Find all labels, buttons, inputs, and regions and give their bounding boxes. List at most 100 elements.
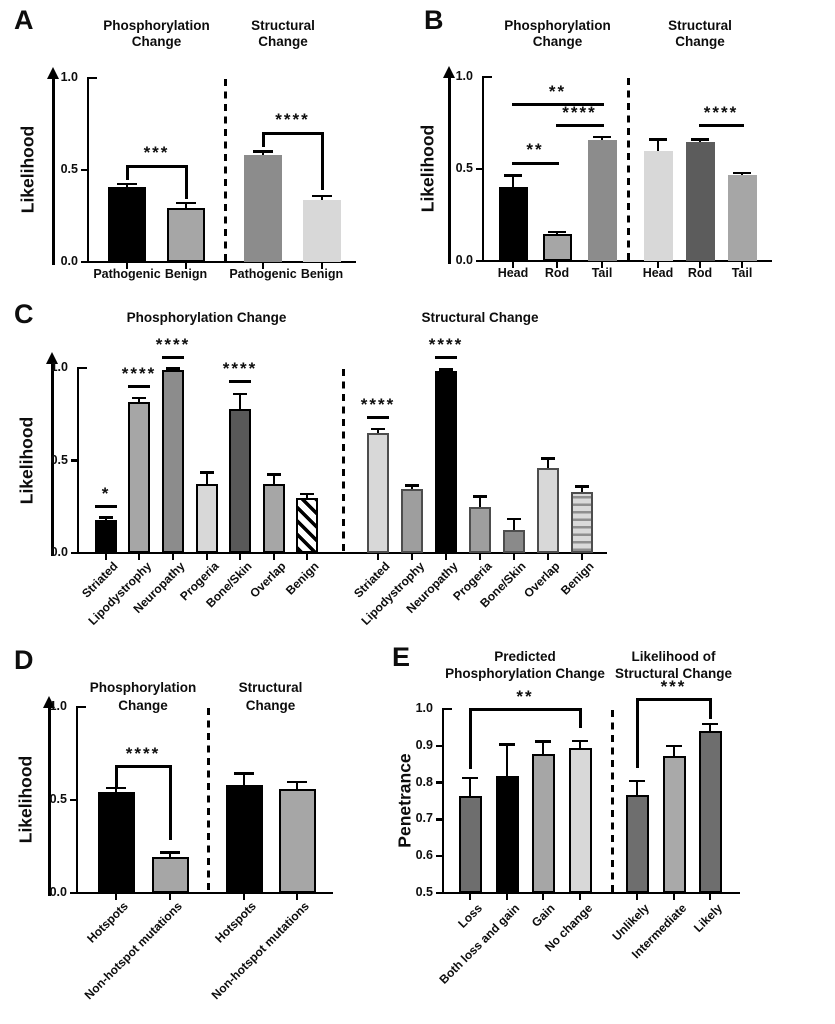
error-bar-cap	[462, 776, 478, 780]
x-tick	[295, 894, 299, 900]
error-bar-stem	[708, 724, 712, 733]
error-bar-stem	[261, 151, 265, 158]
bar-hotspots	[225, 785, 263, 893]
bar-benign	[571, 491, 593, 553]
group-title: Predicted	[494, 649, 556, 664]
bar-neuropathy	[435, 370, 457, 553]
significance-underline	[128, 385, 150, 388]
y-tick-label: 0.9	[415, 737, 433, 752]
y-axis-top-cap	[483, 75, 492, 79]
error-bar-stem	[376, 429, 380, 435]
bar-no-change	[568, 747, 592, 893]
error-bar-cap	[649, 138, 667, 141]
y-axis-arrow-stem	[47, 704, 51, 896]
y-tick-label: 1.0	[415, 701, 433, 715]
error-bar-cap	[666, 744, 682, 748]
x-label-head: Head	[497, 266, 529, 280]
x-tick	[672, 894, 676, 900]
error-bar-stem	[511, 175, 515, 190]
y-tick	[80, 260, 87, 264]
y-axis-top-cap	[443, 707, 452, 711]
x-label-hotspots: Hotspots	[84, 899, 131, 946]
x-tick	[505, 894, 509, 900]
y-tick-label: 1.0	[50, 360, 68, 374]
error-bar-cap	[312, 194, 332, 197]
significance-stars: ***	[660, 676, 687, 696]
x-axis-baseline	[481, 259, 772, 263]
x-label-gain: Gain	[529, 901, 558, 930]
x-tick	[512, 554, 516, 560]
error-bar-cap	[160, 851, 180, 854]
y-tick-label: 0.0	[455, 253, 473, 267]
significance-bar	[555, 124, 604, 128]
x-tick	[205, 554, 209, 560]
error-bar-stem	[580, 486, 584, 494]
error-bar-stem	[238, 393, 242, 411]
error-bar-cap	[233, 392, 247, 396]
error-bar-cap	[541, 457, 555, 460]
significance-underline	[162, 356, 184, 360]
bar-head	[643, 150, 673, 261]
error-bar-cap	[691, 138, 709, 141]
error-bar-stem	[114, 787, 118, 794]
error-bar-stem	[104, 517, 108, 522]
significance-bar	[468, 708, 582, 712]
error-bar-cap	[733, 171, 751, 175]
significance-stars: ****	[428, 334, 464, 354]
bar-progeria	[196, 483, 218, 553]
x-tick	[305, 554, 309, 560]
error-bar-stem	[168, 852, 172, 859]
error-bar-stem	[541, 741, 545, 757]
x-tick	[444, 554, 448, 560]
bar-non-hotspot-mutations	[278, 788, 316, 893]
error-bar-stem	[546, 458, 550, 470]
x-label-benign: Benign	[283, 559, 322, 598]
significance-leg-left	[114, 766, 118, 790]
error-bar-cap	[507, 517, 521, 521]
error-bar-stem	[272, 474, 276, 486]
significance-stars: ****	[275, 110, 310, 130]
significance-underline	[229, 380, 251, 384]
y-tick-label: 1.0	[49, 699, 67, 713]
bar-lipodystrophy	[401, 489, 423, 553]
bar-overlap	[263, 483, 285, 553]
x-tick	[104, 554, 108, 560]
group-title: Change	[532, 34, 583, 49]
bar-neuropathy	[162, 369, 184, 553]
x-tick	[168, 894, 172, 900]
significance-stars: **	[526, 140, 544, 160]
error-bar-cap	[575, 485, 589, 488]
bar-rod	[542, 234, 572, 261]
y-tick	[475, 259, 482, 263]
panel-label-A: A	[14, 5, 34, 35]
significance-bar	[635, 698, 712, 702]
y-axis-arrow-head	[46, 67, 59, 79]
error-bar-cap	[117, 182, 137, 186]
error-bar-stem	[137, 398, 141, 405]
significance-leg-left	[635, 699, 639, 768]
x-axis-baseline	[75, 891, 333, 895]
bar-tail	[587, 140, 617, 261]
x-tick	[184, 263, 188, 269]
error-bar-cap	[234, 772, 254, 775]
significance-stars: ****	[155, 334, 191, 354]
error-bar-stem	[505, 744, 509, 778]
group-title: Structural	[251, 18, 315, 33]
error-bar-stem	[410, 485, 414, 492]
y-tick-label: 0.5	[49, 792, 67, 806]
significance-bar	[261, 131, 324, 135]
panel-label-D: D	[14, 645, 34, 675]
x-axis-baseline	[441, 891, 740, 895]
group-title: Phosphorylation Change	[126, 310, 287, 325]
group-title: Change	[258, 34, 308, 49]
x-label-likely: Likely	[690, 901, 725, 935]
x-tick	[238, 554, 242, 560]
x-axis-baseline	[76, 551, 607, 555]
y-tick-label: 0.0	[49, 885, 67, 899]
x-tick	[171, 554, 175, 560]
y-tick-label: 0.0	[50, 545, 68, 559]
error-bar-stem	[468, 777, 472, 799]
y-tick	[435, 854, 442, 858]
x-tick	[137, 554, 141, 560]
